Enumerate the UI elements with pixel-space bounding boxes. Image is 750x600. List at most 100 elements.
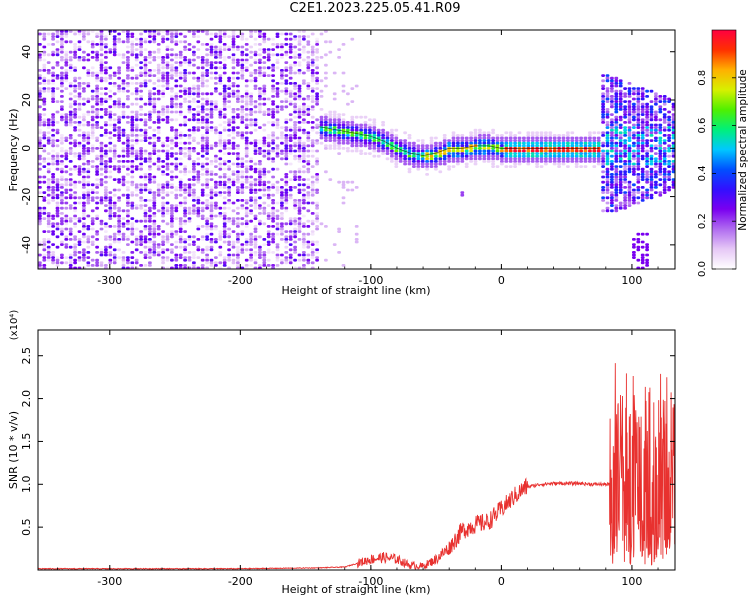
heatmap-cell [249,71,253,75]
heatmap-cell [302,264,306,267]
heatmap-cell [288,43,293,46]
heatmap-cell [297,126,302,129]
heatmap-cell [539,139,544,142]
heatmap-cell [209,144,214,148]
heatmap-cell [64,35,69,38]
heatmap-cell [143,113,148,116]
heatmap-cell [42,180,47,184]
heatmap-cell [297,141,302,145]
heatmap-cell [359,141,363,145]
heatmap-cell [508,144,513,148]
heatmap-cell [200,108,205,111]
heatmap-cell [148,102,152,106]
heatmap-cell [508,139,513,142]
heatmap-cell [368,147,372,150]
heatmap-x-tick-label: -300 [97,274,122,287]
heatmap-cell [293,115,297,119]
heatmap-cell [108,243,113,246]
heatmap-cell [451,141,456,145]
heatmap-cell [112,188,117,192]
heatmap-cell [610,79,614,83]
heatmap-cell [236,84,240,88]
heatmap-cell [456,139,460,142]
heatmap-cell [271,139,275,142]
heatmap-cell [46,167,51,171]
heatmap-cell [51,149,55,153]
heatmap-cell [218,113,223,116]
heatmap-cell [627,136,632,140]
heatmap-cell [38,214,42,218]
heatmap-cell [280,193,284,197]
heatmap-cell [165,74,170,77]
heatmap-cell [244,147,249,150]
heatmap-cell [640,178,645,181]
heatmap-cell [535,134,539,137]
heatmap-cell [183,97,187,101]
heatmap-cell [645,152,649,155]
heatmap-cell [601,154,605,158]
heatmap-cell [249,102,253,106]
heatmap-cell [500,162,504,166]
heatmap-cell [258,222,262,226]
heatmap-cell [280,178,284,181]
heatmap-cell [46,162,51,166]
heatmap-cell [671,108,675,111]
heatmap-cell [104,45,108,49]
heatmap-cell [152,152,157,155]
heatmap-cell [315,227,319,231]
heatmap-cell [165,162,170,166]
heatmap-cell [99,97,104,101]
heatmap-cell [618,178,623,181]
heatmap-cell [51,79,55,83]
heatmap-cell [205,43,209,46]
heatmap-cell [126,66,130,70]
heatmap-cell [130,261,135,265]
heatmap-cell [640,170,645,174]
heatmap-cell [86,227,91,231]
heatmap-cell [108,201,113,205]
heatmap-cell [456,149,460,153]
heatmap-cell [610,118,614,122]
heatmap-cell [315,126,319,129]
heatmap-cell [161,40,165,44]
heatmap-cell [275,123,280,127]
heatmap-cell [42,147,47,150]
heatmap-cell [275,110,280,114]
heatmap-cell [297,30,302,33]
heatmap-cell [90,45,95,49]
heatmap-cell [288,193,293,197]
heatmap-cell [38,266,42,269]
heatmap-cell [262,251,267,254]
heatmap-cell [425,173,429,176]
heatmap-cell [275,43,280,46]
heatmap-cell [130,92,135,96]
heatmap-cell [51,50,55,54]
heatmap-cell [288,100,293,103]
heatmap-cell [363,144,368,148]
heatmap-cell [227,84,231,88]
heatmap-cell [271,212,275,215]
heatmap-cell [86,123,91,127]
heatmap-cell [218,180,223,184]
heatmap-cell [77,84,82,88]
heatmap-cell [187,92,192,96]
heatmap-cell [60,154,64,158]
heatmap-cell [77,82,82,85]
heatmap-cell [77,128,82,132]
heatmap-cell [645,102,649,106]
heatmap-cell [68,178,73,181]
heatmap-cell [253,196,258,200]
heatmap-cell [205,126,209,129]
heatmap-cell [614,108,619,111]
heatmap-cell [667,136,671,140]
heatmap-cell [64,165,69,168]
heatmap-cell [636,95,641,98]
heatmap-cell [148,157,152,161]
heatmap-cell [200,149,205,153]
heatmap-cell [86,139,91,142]
heatmap-cell [280,89,284,93]
heatmap-cell [280,141,284,145]
heatmap-cell [258,180,262,184]
heatmap-cell [632,102,636,106]
heatmap-cell [271,147,275,150]
